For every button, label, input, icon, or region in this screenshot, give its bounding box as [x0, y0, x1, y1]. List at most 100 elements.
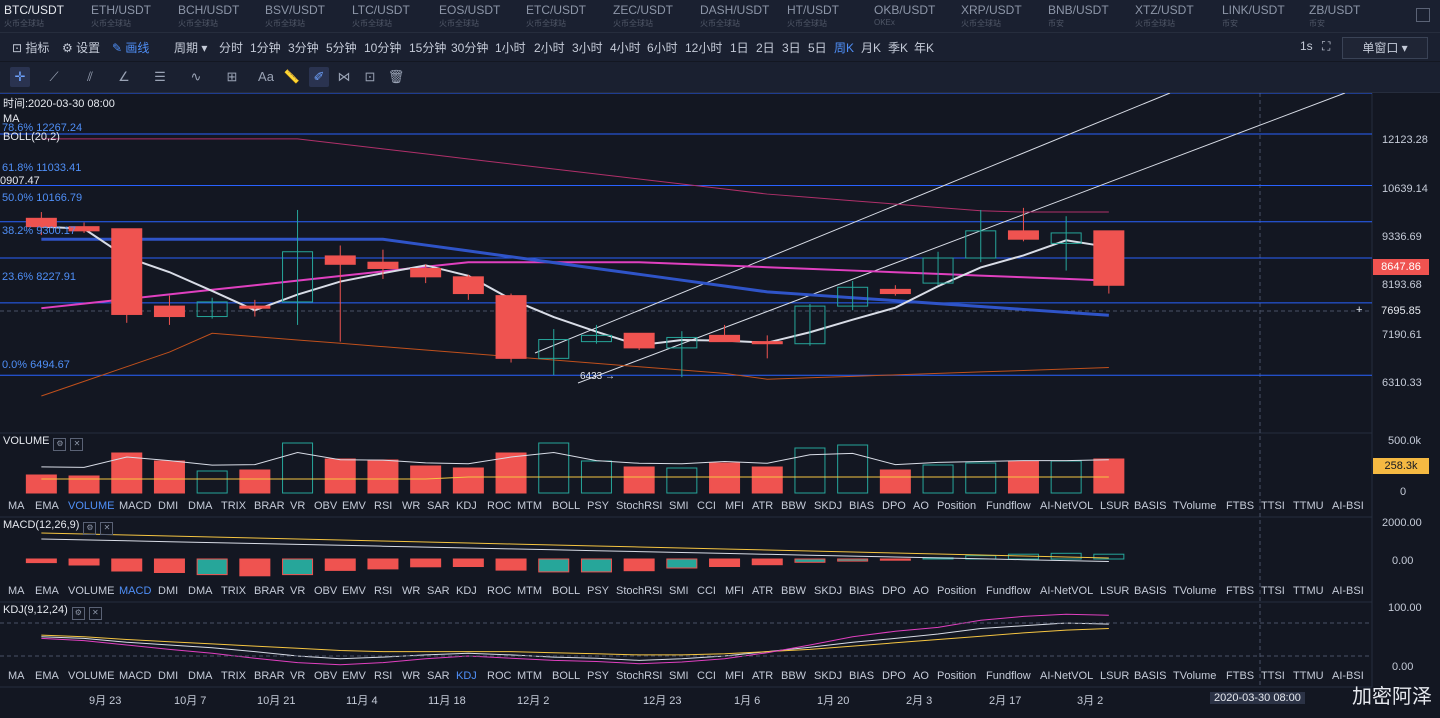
indicator-tab[interactable]: TTSI: [1261, 585, 1285, 597]
symbol-tab[interactable]: ZEC/USDT 火币全球站: [613, 3, 699, 31]
symbol-tab[interactable]: XRP/USDT 火币全球站: [961, 3, 1047, 31]
refresh-rate[interactable]: 1s: [1300, 39, 1313, 53]
indicator-tab[interactable]: BASIS: [1134, 500, 1167, 512]
indicator-tab[interactable]: BASIS: [1134, 670, 1167, 682]
indicator-tab[interactable]: MA: [8, 670, 25, 682]
symbol-tab[interactable]: BCH/USDT 火币全球站: [178, 3, 264, 31]
symbol-tab[interactable]: HT/USDT 火币全球站: [787, 3, 873, 31]
ruler-icon[interactable]: 📏: [283, 69, 301, 84]
indicator-tab[interactable]: RSI: [374, 585, 393, 597]
indicator-tab[interactable]: CCI: [697, 670, 716, 682]
indicator-tab[interactable]: DPO: [882, 670, 906, 682]
period-option[interactable]: 1分钟: [250, 41, 281, 55]
indicator-tab[interactable]: AI-NetVOL: [1040, 585, 1094, 597]
indicator-tab[interactable]: StochRSI: [616, 500, 663, 512]
indicator-tab[interactable]: ROC: [487, 500, 512, 512]
indicator-tab[interactable]: AI-NetVOL: [1040, 670, 1094, 682]
symbol-tab[interactable]: BSV/USDT 火币全球站: [265, 3, 351, 31]
indicator-tab[interactable]: MACD: [119, 670, 152, 682]
indicator-tab[interactable]: MTM: [517, 670, 543, 682]
draw-button[interactable]: ✎ 画线: [112, 39, 149, 56]
indicator-tab[interactable]: ATR: [752, 500, 774, 512]
indicator-tab[interactable]: ROC: [487, 670, 512, 682]
symbol-tab[interactable]: XTZ/USDT 火币全球站: [1135, 3, 1221, 31]
indicator-tab[interactable]: MTM: [517, 585, 543, 597]
indicator-tab[interactable]: MFI: [725, 670, 744, 682]
period-option[interactable]: 1日: [730, 41, 749, 55]
indicator-tab[interactable]: AI-NetVOL: [1040, 500, 1094, 512]
indicator-tab[interactable]: EMA: [35, 670, 59, 682]
symbol-tab[interactable]: LINK/USDT 币安: [1222, 3, 1308, 31]
indicator-tab[interactable]: VR: [290, 585, 306, 597]
indicator-tab[interactable]: BIAS: [849, 585, 875, 597]
symbol-tab[interactable]: OKB/USDT OKEx: [874, 3, 960, 31]
text-icon[interactable]: Aa: [258, 69, 274, 84]
indicator-tab[interactable]: DMI: [158, 670, 179, 682]
indicator-tab[interactable]: MFI: [725, 585, 744, 597]
indicator-tab[interactable]: SKDJ: [814, 500, 843, 512]
indicator-tab[interactable]: CCI: [697, 500, 716, 512]
indicator-tab[interactable]: SKDJ: [814, 670, 843, 682]
indicator-tab[interactable]: SMI: [669, 500, 689, 512]
close-small-icon[interactable]: ✕: [88, 607, 102, 620]
indicator-tab[interactable]: BBW: [781, 585, 807, 597]
indicator-tab[interactable]: BRAR: [254, 670, 285, 682]
indicator-tab[interactable]: TTSI: [1261, 670, 1285, 682]
trendline-icon[interactable]: ⟋: [49, 69, 59, 84]
indicators-button[interactable]: ⊡ 指标: [12, 39, 49, 56]
indicator-tab[interactable]: StochRSI: [616, 670, 663, 682]
indicator-tab[interactable]: Fundflow: [986, 585, 1031, 597]
horizontal-lines-icon[interactable]: ☰: [154, 69, 166, 84]
indicator-tab[interactable]: MACD: [119, 585, 152, 597]
indicator-tab[interactable]: DMI: [158, 585, 179, 597]
close-small-icon[interactable]: ✕: [70, 438, 84, 451]
settings-small-icon[interactable]: ⚙: [53, 438, 67, 451]
indicator-tab[interactable]: EMA: [35, 585, 59, 597]
indicator-tab[interactable]: WR: [402, 585, 421, 597]
indicator-tab[interactable]: Position: [937, 500, 977, 512]
symbol-tab[interactable]: BTC/USDT 火币全球站: [4, 3, 90, 31]
symbol-bar-close-icon[interactable]: [1416, 8, 1430, 22]
symbol-tab[interactable]: DASH/USDT 火币全球站: [700, 3, 786, 31]
indicator-tab[interactable]: MTM: [517, 500, 543, 512]
trash-icon[interactable]: 🗑: [387, 69, 405, 84]
indicator-tab[interactable]: TVolume: [1173, 585, 1217, 597]
chart-area[interactable]: 时间:2020-03-30 08:00 MA BOLL(20,2) 0907.4…: [0, 93, 1440, 718]
indicator-tab[interactable]: ATR: [752, 670, 774, 682]
symbol-tab[interactable]: ETC/USDT 火币全球站: [526, 3, 612, 31]
indicator-tab[interactable]: AI-BSI: [1332, 585, 1364, 597]
indicator-tab[interactable]: FTBS: [1226, 500, 1255, 512]
indicator-tab[interactable]: OBV: [314, 500, 338, 512]
indicator-tab[interactable]: TTMU: [1293, 585, 1324, 597]
indicator-tab[interactable]: MA: [8, 500, 25, 512]
indicator-tab[interactable]: EMV: [342, 500, 366, 512]
indicator-tab[interactable]: BOLL: [552, 670, 581, 682]
indicator-tab[interactable]: SAR: [427, 670, 450, 682]
indicator-tab[interactable]: Fundflow: [986, 500, 1031, 512]
indicator-tab[interactable]: MACD: [119, 500, 152, 512]
period-option[interactable]: 月K: [861, 41, 882, 55]
indicator-tab[interactable]: BOLL: [552, 500, 581, 512]
indicator-tab[interactable]: LSUR: [1100, 585, 1130, 597]
indicator-tab[interactable]: BRAR: [254, 585, 285, 597]
symbol-tab[interactable]: LTC/USDT 火币全球站: [352, 3, 438, 31]
indicator-tab[interactable]: TVolume: [1173, 500, 1217, 512]
add-plus-icon[interactable]: +: [1356, 304, 1363, 316]
period-option[interactable]: 3日: [782, 41, 801, 55]
indicator-tab[interactable]: FTBS: [1226, 670, 1255, 682]
period-option[interactable]: 6小时: [647, 41, 678, 55]
indicator-tab[interactable]: FTBS: [1226, 585, 1255, 597]
period-option[interactable]: 15分钟: [409, 41, 447, 55]
indicator-tab[interactable]: TTMU: [1293, 670, 1324, 682]
indicator-tab[interactable]: AI-BSI: [1332, 500, 1364, 512]
indicator-tab[interactable]: AI-BSI: [1332, 670, 1364, 682]
indicator-tab[interactable]: VOLUME: [68, 585, 115, 597]
indicator-tab[interactable]: Position: [937, 670, 977, 682]
indicator-tab[interactable]: KDJ: [456, 500, 477, 512]
indicator-tab[interactable]: LSUR: [1100, 670, 1130, 682]
period-option[interactable]: 周K: [834, 41, 855, 55]
magnet-icon[interactable]: ✐: [309, 67, 329, 87]
period-option[interactable]: 1小时: [495, 41, 526, 55]
indicator-tab[interactable]: TRIX: [221, 500, 247, 512]
close-small-icon[interactable]: ✕: [100, 522, 114, 535]
